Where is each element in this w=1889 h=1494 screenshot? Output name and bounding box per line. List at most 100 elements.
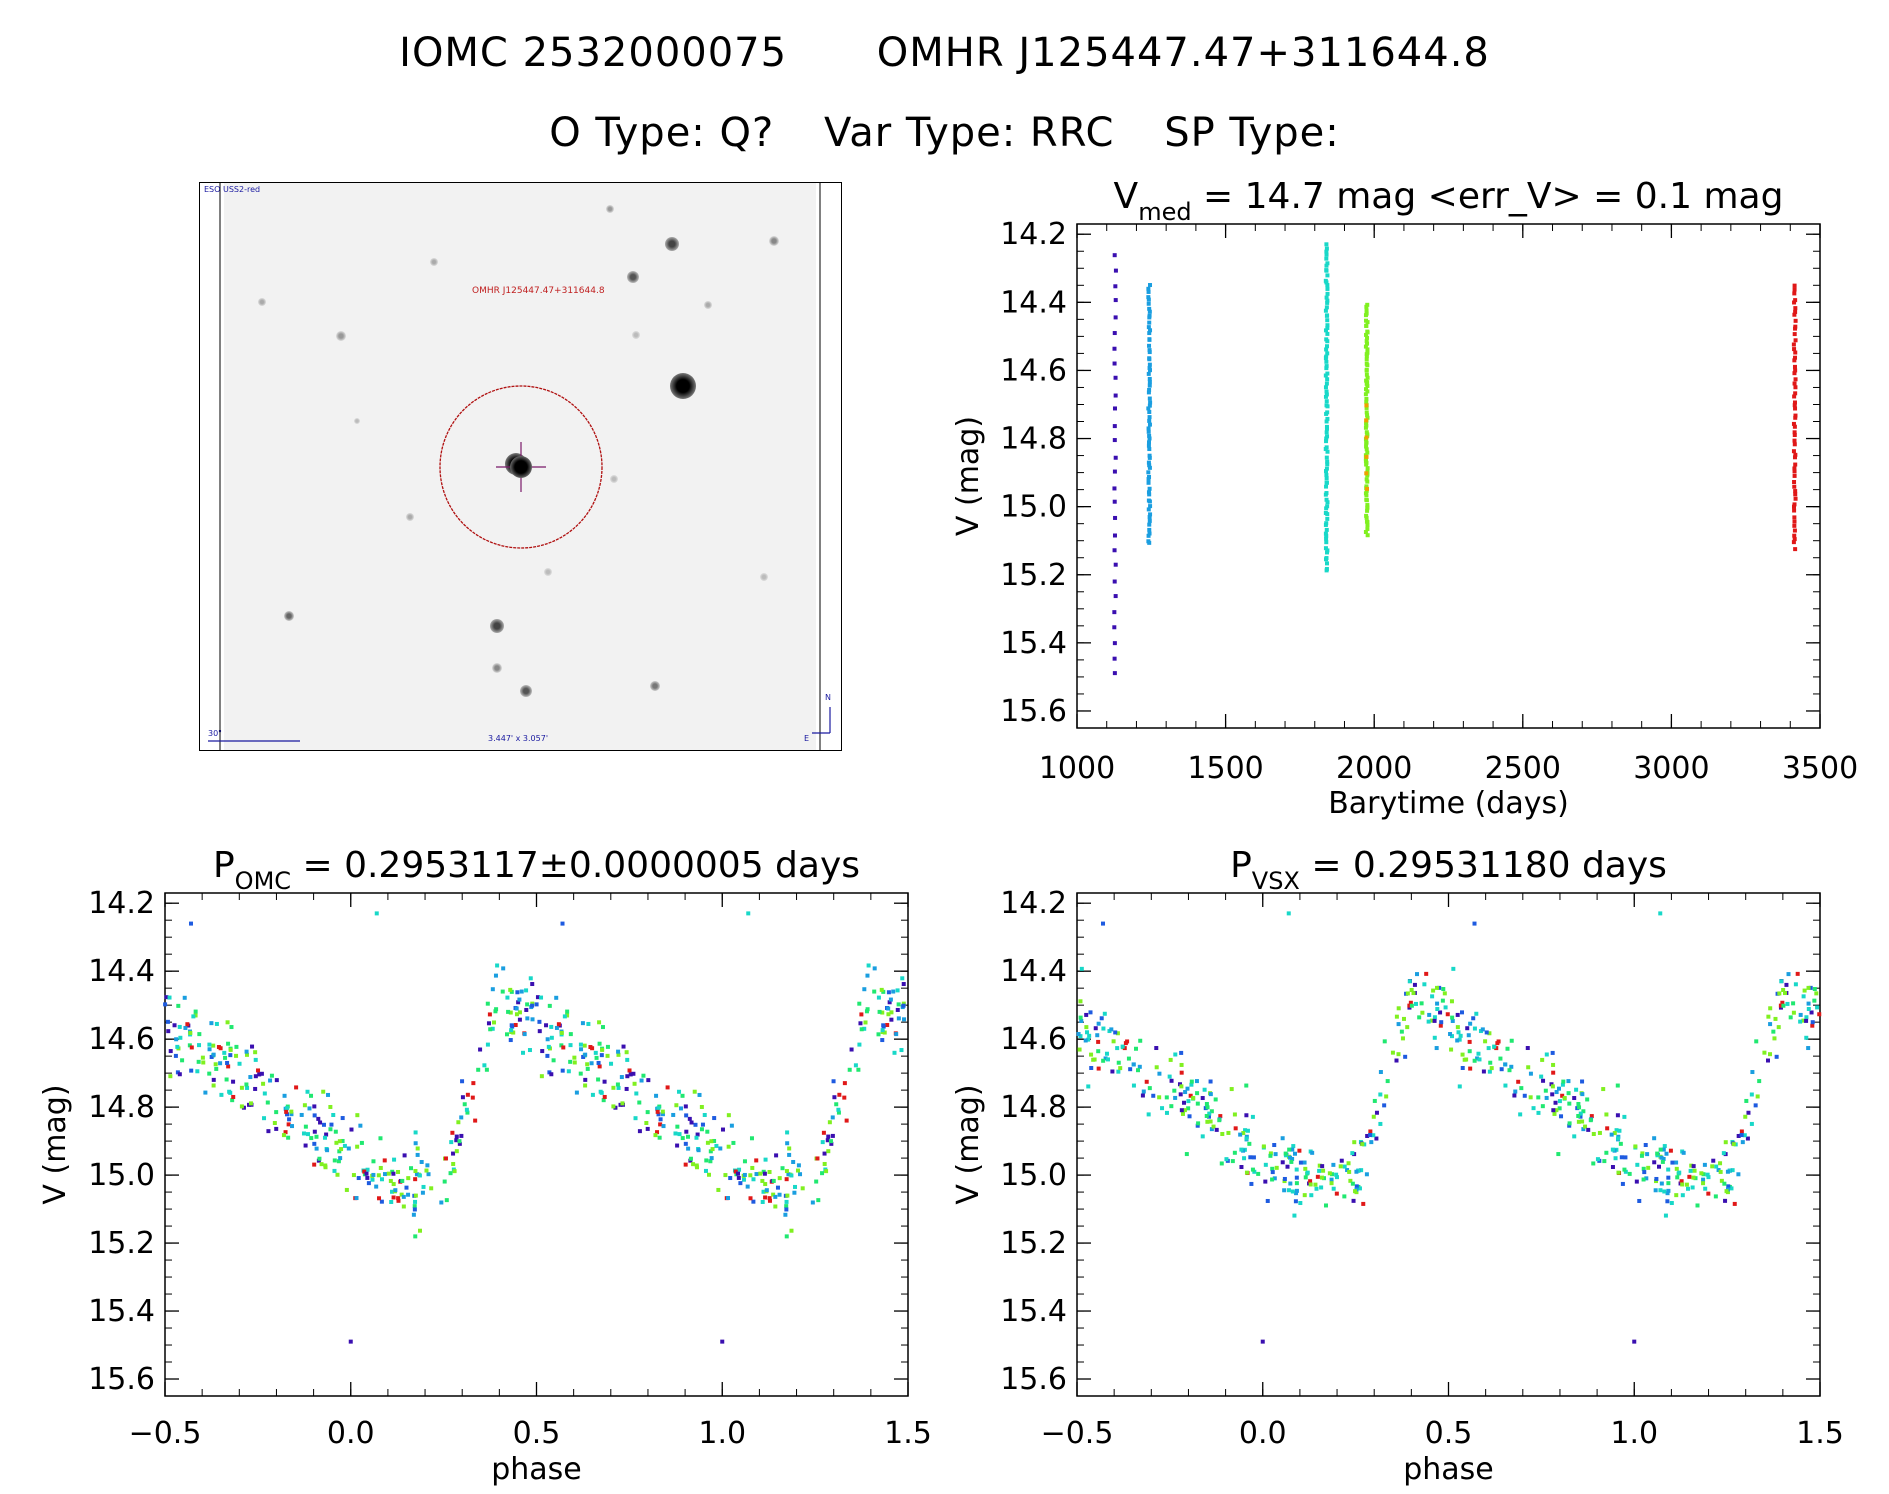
data-point — [581, 1054, 586, 1059]
data-point — [696, 1148, 701, 1153]
data-point — [1268, 1151, 1273, 1156]
data-point — [537, 1019, 542, 1024]
data-point — [530, 1017, 535, 1022]
data-point — [401, 1204, 406, 1209]
data-point — [1641, 1177, 1646, 1182]
data-point — [1806, 1001, 1811, 1006]
data-point — [377, 1196, 382, 1201]
data-point — [637, 1129, 642, 1134]
east-label: E — [804, 734, 810, 743]
data-point — [660, 1109, 665, 1114]
data-point — [1666, 1181, 1671, 1186]
data-point — [830, 1115, 835, 1120]
data-point — [886, 1012, 891, 1017]
data-point — [1774, 1054, 1779, 1059]
data-point — [419, 1159, 424, 1164]
data-point — [853, 1063, 858, 1068]
data-point — [1079, 1018, 1084, 1023]
data-point — [1112, 346, 1117, 351]
data-point — [1543, 1088, 1548, 1093]
data-point — [1662, 1189, 1667, 1194]
data-point — [1204, 1101, 1209, 1106]
data-point — [396, 1169, 401, 1174]
data-point — [1792, 502, 1797, 507]
data-point — [896, 1002, 901, 1007]
data-point — [1365, 347, 1370, 352]
data-point — [516, 1000, 521, 1005]
data-point — [1244, 1083, 1249, 1088]
data-point — [1298, 1201, 1303, 1206]
data-point — [514, 1006, 519, 1011]
data-point — [789, 1228, 794, 1233]
data-point — [742, 1172, 747, 1177]
y-tick-label: 15.6 — [1000, 694, 1067, 729]
data-point — [1480, 1027, 1485, 1032]
data-point — [1164, 1110, 1169, 1115]
data-point — [417, 1228, 422, 1233]
data-point — [1465, 1026, 1470, 1031]
star — [406, 513, 414, 521]
data-point — [1718, 1161, 1723, 1166]
data-point — [589, 1061, 594, 1066]
data-point — [1460, 1052, 1465, 1057]
data-point — [424, 1168, 429, 1173]
data-point — [326, 1092, 331, 1097]
data-point — [1372, 1098, 1377, 1103]
data-point — [1645, 1152, 1650, 1157]
data-point — [1793, 377, 1798, 382]
data-point — [1324, 533, 1329, 538]
data-point — [337, 1149, 342, 1154]
data-point — [784, 1177, 789, 1182]
data-point — [771, 1178, 776, 1183]
data-point — [218, 1046, 223, 1051]
data-point — [305, 1089, 310, 1094]
data-point — [1635, 1162, 1640, 1167]
data-point — [1670, 1160, 1675, 1165]
data-point — [1324, 359, 1329, 364]
data-point — [244, 1052, 249, 1057]
data-point — [1244, 1113, 1249, 1118]
data-point — [1768, 1006, 1773, 1011]
data-point — [1239, 1147, 1244, 1152]
x-tick-label: 2500 — [1485, 751, 1561, 786]
data-point — [605, 1044, 610, 1049]
data-point — [1576, 1101, 1581, 1106]
data-point — [1617, 1128, 1622, 1133]
data-point — [680, 1093, 685, 1098]
chart-title: POMC = 0.2953117±0.0000005 days — [213, 845, 860, 895]
data-point — [1779, 979, 1784, 984]
data-point — [167, 995, 172, 1000]
data-point — [1792, 364, 1797, 369]
data-point — [1131, 1083, 1136, 1088]
data-point — [1292, 1213, 1297, 1218]
data-point — [1663, 1213, 1668, 1218]
data-point — [1319, 1185, 1324, 1190]
data-point — [1793, 496, 1798, 501]
data-point — [1364, 515, 1369, 520]
data-point — [1793, 318, 1798, 323]
x-tick-label: 3500 — [1782, 751, 1858, 786]
data-point — [1112, 610, 1117, 615]
data-point — [511, 1030, 516, 1035]
data-point — [1113, 562, 1118, 567]
data-point — [742, 1159, 747, 1164]
data-point — [1815, 1005, 1820, 1010]
data-point — [1324, 436, 1329, 441]
data-point — [1147, 357, 1152, 362]
data-point — [1186, 1106, 1191, 1111]
data-point — [362, 1169, 367, 1174]
data-point — [1806, 1046, 1811, 1051]
data-point — [1287, 1147, 1292, 1152]
data-point — [1096, 1021, 1101, 1026]
data-point — [494, 1007, 499, 1012]
data-point — [1146, 443, 1151, 448]
data-point — [1364, 444, 1369, 449]
data-point — [1722, 1181, 1727, 1186]
data-point — [1460, 1065, 1465, 1070]
data-point — [382, 1158, 387, 1163]
data-point — [1232, 1112, 1237, 1117]
star — [670, 373, 696, 399]
data-point — [1079, 966, 1084, 971]
data-point — [517, 997, 522, 1002]
data-point — [1489, 1066, 1494, 1071]
